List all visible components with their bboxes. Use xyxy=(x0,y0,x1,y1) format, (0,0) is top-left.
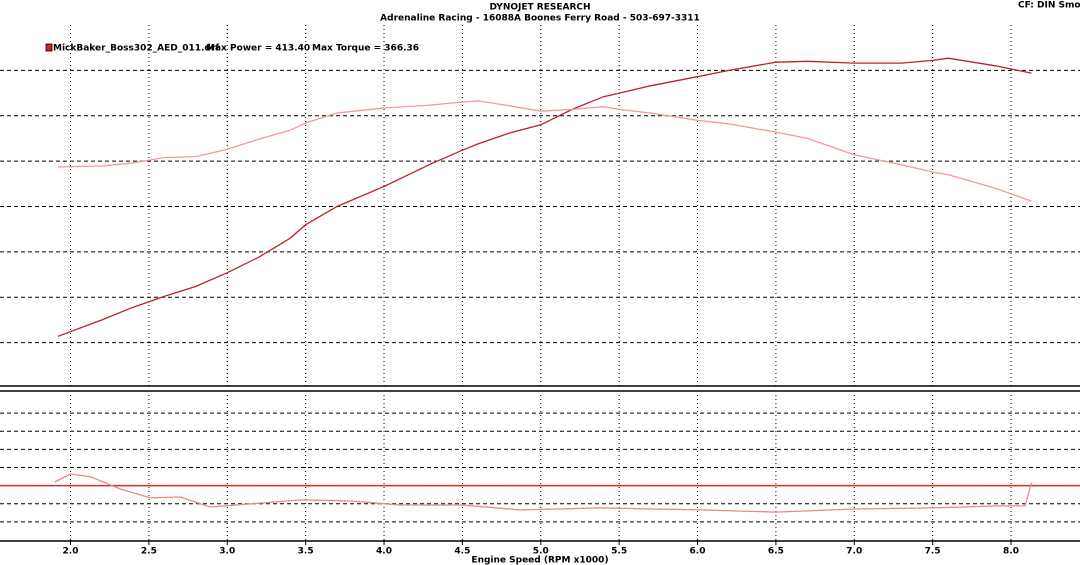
corner-text: CF: DIN Smoo xyxy=(1018,1,1080,11)
chart-subtitle: Adrenaline Racing - 16088A Boones Ferry … xyxy=(380,14,700,24)
x-tick-label: 2.0 xyxy=(63,547,79,557)
x-tick-label: 4.5 xyxy=(454,547,470,557)
data-line xyxy=(57,57,1032,337)
data-line xyxy=(57,100,1032,202)
legend-swatch xyxy=(45,43,53,52)
x-tick-label: 4.0 xyxy=(376,547,392,557)
x-axis-label: Engine Speed (RPM x1000) xyxy=(471,556,608,565)
annotation: Max Torque = 366.36 xyxy=(312,44,419,54)
x-tick-label: 6.0 xyxy=(690,547,706,557)
x-tick-label: 3.5 xyxy=(298,547,314,557)
annotation: Max Power = 413.40 xyxy=(206,44,310,54)
x-tick-label: 7.5 xyxy=(925,547,941,557)
x-tick-label: 6.5 xyxy=(768,547,784,557)
chart-title: DYNOJET RESEARCH xyxy=(489,3,590,13)
x-tick-label: 5.0 xyxy=(533,547,549,557)
x-tick-label: 8.0 xyxy=(1003,547,1019,557)
data-line xyxy=(54,473,1033,513)
legend-label: MickBaker_Boss302_AED_011.drf xyxy=(53,44,219,54)
x-tick-label: 5.5 xyxy=(611,547,627,557)
x-tick-label: 3.0 xyxy=(219,547,235,557)
x-tick-label: 7.0 xyxy=(846,547,862,557)
x-tick-label: 2.5 xyxy=(141,547,157,557)
